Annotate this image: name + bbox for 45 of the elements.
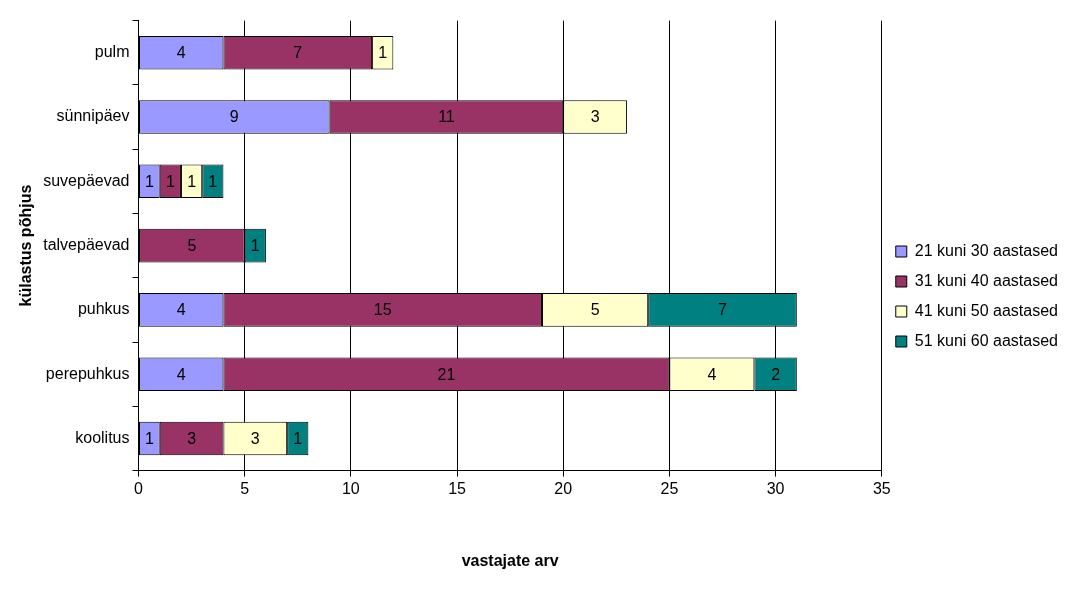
x-tick-label: 30 xyxy=(766,479,785,497)
x-tick-label: 35 xyxy=(872,479,891,497)
y-tick-label: suvepäevad xyxy=(43,171,130,189)
y-tick-label: talvepäevad xyxy=(43,236,130,254)
legend-label: 51 kuni 60 aastased xyxy=(914,331,1058,349)
y-tick-label: perepuhkus xyxy=(45,364,130,382)
x-tick-label: 0 xyxy=(134,479,144,497)
data-label: 1 xyxy=(378,44,388,62)
data-label: 4 xyxy=(176,365,186,383)
x-tick-label: 25 xyxy=(660,479,679,497)
data-label: 1 xyxy=(165,172,175,190)
data-label: 1 xyxy=(144,172,154,190)
y-tick-label: pulm xyxy=(94,43,130,61)
data-label: 1 xyxy=(187,172,197,190)
legend-label: 21 kuni 30 aastased xyxy=(914,241,1058,259)
data-label: 3 xyxy=(590,108,600,126)
x-tick-label: 10 xyxy=(341,479,360,497)
data-label: 2 xyxy=(771,365,781,383)
data-label: 9 xyxy=(229,108,239,126)
data-label: 1 xyxy=(250,237,260,255)
data-label: 1 xyxy=(208,172,218,190)
data-label: 7 xyxy=(293,44,303,62)
data-label: 7 xyxy=(718,301,728,319)
data-label: 5 xyxy=(187,237,197,255)
data-label: 4 xyxy=(707,365,717,383)
x-axis-title: vastajate arv xyxy=(461,551,559,569)
x-tick-label: 5 xyxy=(240,479,250,497)
data-label: 3 xyxy=(250,429,260,447)
data-label: 1 xyxy=(144,429,154,447)
data-label: 3 xyxy=(187,429,197,447)
y-axis-title: külastus põhjus xyxy=(17,184,35,307)
data-label: 15 xyxy=(373,301,392,319)
legend-label: 41 kuni 50 aastased xyxy=(914,301,1058,319)
y-tick-label: puhkus xyxy=(77,300,130,318)
data-label: 5 xyxy=(590,301,600,319)
legend-label: 31 kuni 40 aastased xyxy=(914,271,1058,289)
data-label: 11 xyxy=(438,108,455,126)
data-label: 4 xyxy=(176,301,186,319)
x-tick-label: 15 xyxy=(448,479,467,497)
y-tick-label: koolitus xyxy=(75,428,130,446)
data-label: 1 xyxy=(293,429,303,447)
data-label: 21 xyxy=(437,365,456,383)
y-tick-label: sünnipäev xyxy=(56,107,130,125)
data-label: 4 xyxy=(176,44,186,62)
x-tick-label: 20 xyxy=(554,479,573,497)
